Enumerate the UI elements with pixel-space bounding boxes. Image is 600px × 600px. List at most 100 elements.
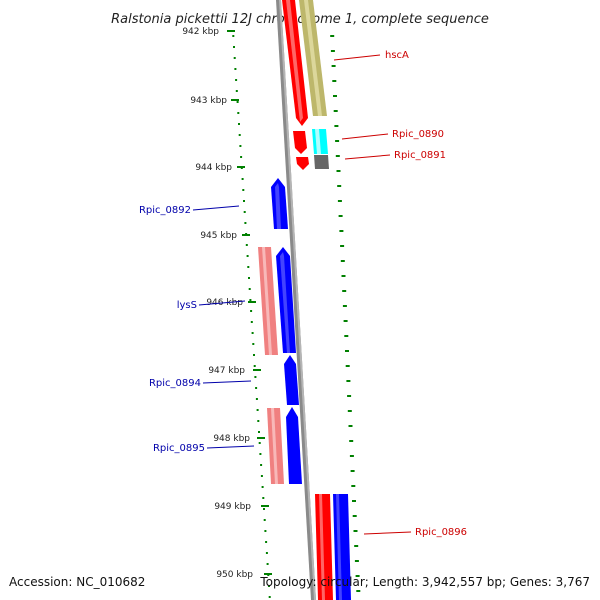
label-hscA[interactable]: hscA [385,50,409,61]
left-track-dot [260,475,263,477]
left-track-dot [244,222,247,224]
left-track-dot [262,497,265,499]
label-rpic0891[interactable]: Rpic_0891 [394,150,446,161]
left-track-dot [263,508,265,510]
gene-rpic0891-arrow[interactable] [296,157,309,170]
left-track-dot [266,563,269,565]
right-track-dash [343,320,348,322]
topology-text: Topology: circular; Length: 3,942,557 bp… [259,575,590,589]
left-track-dot [253,354,255,356]
left-track-dot [253,365,256,367]
left-track-dot [261,486,264,488]
left-track-dot [258,442,261,444]
left-track-dot [241,178,244,180]
left-track-dot [268,585,270,587]
right-track-dash [342,290,347,292]
left-track-dot [243,200,245,202]
gene-rpic0894-arrow[interactable] [284,355,299,405]
left-track-dot [256,409,259,411]
right-track-dash [349,440,354,442]
right-track-dash [345,365,350,367]
label-rpic0895[interactable]: Rpic_0895 [153,443,205,454]
leader-rpic0895 [206,445,255,449]
tick-label-947: 947 kbp [208,366,245,376]
gene-rpic0891-block [314,155,329,169]
map-title: Ralstonia pickettii 12J chromosome 1, co… [111,12,489,27]
left-track-dot [242,189,245,191]
tick-label-950: 950 kbp [216,570,253,580]
left-track-dot [240,156,243,158]
sequence-backbone-highlight [279,0,316,600]
right-track-dash [353,530,358,532]
left-track-dot [250,321,253,323]
left-track-dot [263,519,266,521]
left-track-dot [234,68,237,70]
right-track-dash [345,350,349,352]
right-track-dash [340,260,345,262]
right-track-dash [354,545,359,547]
right-track-dash [342,305,347,307]
left-track-dot [247,266,250,268]
gene-rpic0896-highlight [319,494,325,600]
leader-rpic0894 [202,380,252,384]
label-rpic0896[interactable]: Rpic_0896 [415,527,467,538]
left-track-dot [237,112,240,114]
tick-label-943: 943 kbp [190,96,227,106]
leader-hscA [333,54,381,61]
left-track-dot [238,123,240,125]
gene-rpic0890-arrow[interactable] [293,131,307,154]
gene-rpic0890-block-highlight [315,129,321,154]
right-track-dash [352,515,357,517]
left-track-dot [249,299,252,301]
gene-labels: hscA Rpic_0890 Rpic_0891 Rpic_0892 lysS … [139,50,467,538]
right-track-dash [341,275,346,277]
left-track-dot [233,57,236,59]
gene-lysS-highlight [280,252,290,353]
tick-label-942: 942 kbp [182,27,219,37]
left-track-dot [248,288,251,290]
leader-rpic0891 [344,154,391,160]
left-track-dot [235,90,238,92]
accession-text: Accession: NC_010682 [9,575,145,589]
label-rpic0894[interactable]: Rpic_0894 [149,378,201,389]
label-rpic0892[interactable]: Rpic_0892 [139,205,191,216]
gene-rpic0895-arrow[interactable] [286,407,302,484]
left-track-dot [246,255,249,257]
left-track-dot [255,387,258,389]
gene-rpic0892-highlight [275,183,281,229]
right-track-dash [344,335,349,337]
left-track-dot [254,376,257,378]
gene-rpic0896-blue-highlight [336,494,342,600]
left-track-dot [235,79,238,81]
right-track-dash [347,410,352,412]
gene-features [258,0,351,600]
right-track-dash [351,485,356,487]
right-track-dash [330,50,335,52]
right-track-dash [356,590,361,592]
left-track-dot [243,211,246,213]
right-track-dash [347,395,352,397]
label-lysS[interactable]: lysS [177,300,197,311]
right-track-dash [339,230,344,232]
label-rpic0890[interactable]: Rpic_0890 [392,129,444,140]
right-track-dash [355,575,360,577]
right-dotted-track [330,35,361,592]
right-track-dash [333,110,338,112]
left-track-dot [248,277,250,279]
gene-rpic0896-arrow[interactable] [315,494,333,600]
left-track-dot [260,464,263,466]
left-track-dot [236,101,239,103]
right-track-dash [346,380,351,382]
left-track-dot [239,145,242,147]
right-track-dash [337,185,342,187]
leader-rpic0890 [341,133,389,140]
leader-lysS [198,300,246,306]
tick-label-945: 945 kbp [200,231,237,241]
right-track-dash [354,560,359,562]
right-track-dash [332,80,337,82]
left-track-dot [257,420,260,422]
leader-rpic0892 [192,205,240,211]
right-track-dash [338,215,343,217]
left-track-dot [255,398,258,400]
